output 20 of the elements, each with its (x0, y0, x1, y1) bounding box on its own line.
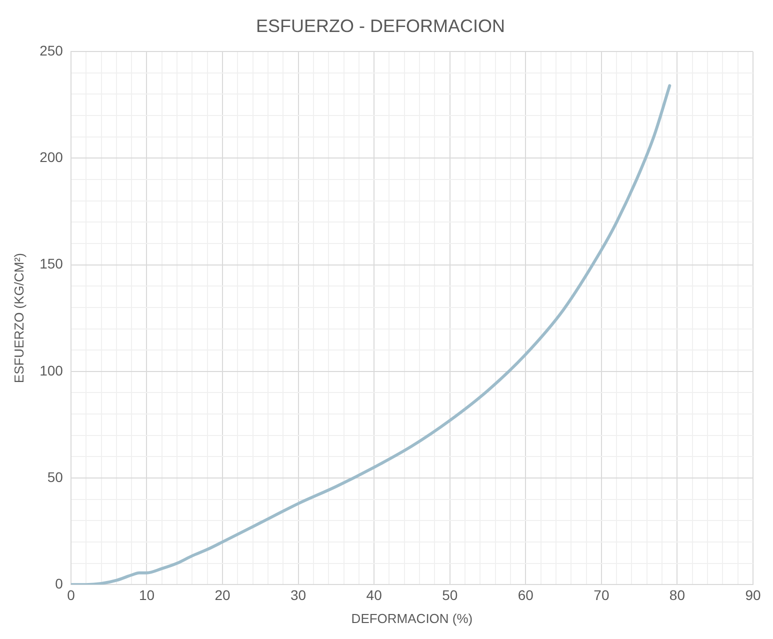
x-tick-label: 60 (518, 586, 534, 603)
x-tick-label: 70 (594, 586, 610, 603)
x-tick-label: 80 (669, 586, 686, 603)
line-series (70, 84, 672, 585)
y-tick-label: 100 (40, 362, 64, 378)
y-tick-label: 150 (40, 256, 64, 272)
y-tick-label: 250 (40, 42, 64, 58)
y-tick-label: 50 (47, 468, 64, 485)
x-axis-title: DEFORMACION (%) (351, 610, 473, 626)
x-tick-label: 40 (366, 586, 382, 603)
x-tick-label: 50 (442, 586, 458, 603)
x-tick-label: 0 (67, 586, 76, 603)
y-axis-title: ESFUERZO (KG/CM²) (11, 253, 26, 384)
chart-title: ESFUERZO - DEFORMACION (256, 16, 506, 36)
x-tick-label: 20 (214, 586, 231, 603)
y-tick-label: 0 (55, 575, 64, 592)
x-tick-label: 10 (138, 586, 155, 603)
x-tick-label: 30 (290, 586, 306, 603)
x-tick-label: 90 (745, 586, 761, 603)
y-tick-label: 200 (40, 149, 64, 166)
